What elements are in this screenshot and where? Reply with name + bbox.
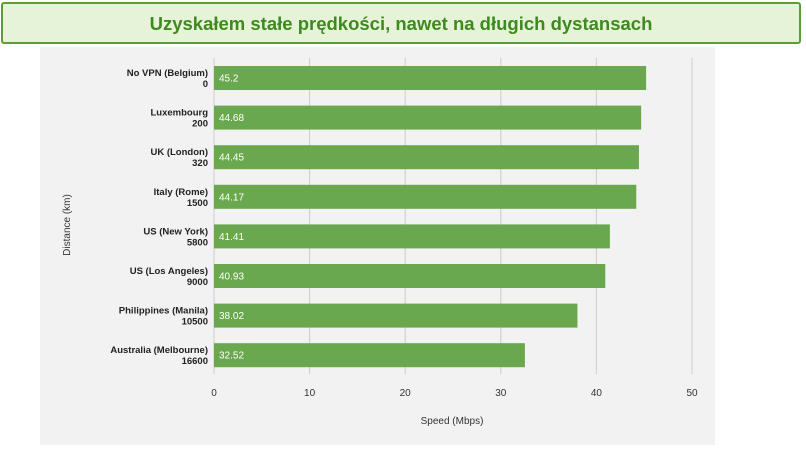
bars: 45.2 44.68 44.45 44.17 41.41 40.93 38.02 32.52	[214, 66, 647, 368]
category-name-label: Luxembourg	[150, 108, 208, 119]
x-axis-ticks: 0 10 20 30 40 50	[211, 388, 698, 399]
banner-title: Uzyskałem stałe prędkości, nawet na dług…	[149, 13, 653, 34]
category-distance-label: 200	[192, 119, 208, 130]
bar	[214, 66, 647, 90]
category-name-label: UK (London)	[150, 147, 208, 158]
bar	[214, 224, 610, 249]
x-tick-label: 20	[400, 388, 412, 399]
category-distance-label: 9000	[187, 277, 208, 288]
category-distance-label: 0	[203, 79, 208, 90]
category-distance-label: 5800	[187, 237, 208, 248]
category-distance-label: 10500	[182, 317, 208, 328]
category-name-label: US (New York)	[143, 226, 208, 237]
category-name-label: Italy (Rome)	[154, 187, 208, 198]
category-distance-label: 16600	[182, 356, 208, 367]
x-tick-label: 40	[591, 388, 603, 399]
title-banner: Uzyskałem stałe prędkości, nawet na dług…	[1, 2, 801, 44]
bar-value-label: 32.52	[219, 351, 244, 362]
bar-value-label: 44.17	[219, 192, 244, 203]
category-name-label: Australia (Melbourne)	[110, 345, 208, 356]
bar-value-label: 45.2	[219, 74, 239, 85]
bar-value-label: 38.02	[219, 311, 244, 322]
bar-value-label: 44.68	[219, 113, 244, 124]
bar	[214, 303, 578, 328]
x-axis-label: Speed (Mbps)	[421, 416, 484, 427]
y-axis-label: Distance (km)	[62, 194, 73, 256]
bar	[214, 264, 606, 288]
category-name-label: US (Los Angeles)	[130, 266, 208, 277]
bar	[214, 184, 637, 209]
category-name-label: Philippines (Manila)	[119, 306, 208, 317]
bar	[214, 343, 525, 368]
bar	[214, 145, 639, 170]
bar	[214, 105, 642, 130]
x-tick-label: 50	[686, 388, 698, 399]
bar-value-label: 44.45	[219, 153, 244, 164]
category-name-label: No VPN (Belgium)	[127, 68, 208, 79]
category-distance-label: 1500	[187, 198, 208, 209]
category-distance-label: 320	[192, 158, 208, 169]
x-tick-label: 0	[211, 388, 217, 399]
bar-value-label: 41.41	[219, 232, 244, 243]
x-tick-label: 30	[495, 388, 507, 399]
bar-value-label: 40.93	[219, 272, 244, 283]
x-tick-label: 10	[304, 388, 316, 399]
